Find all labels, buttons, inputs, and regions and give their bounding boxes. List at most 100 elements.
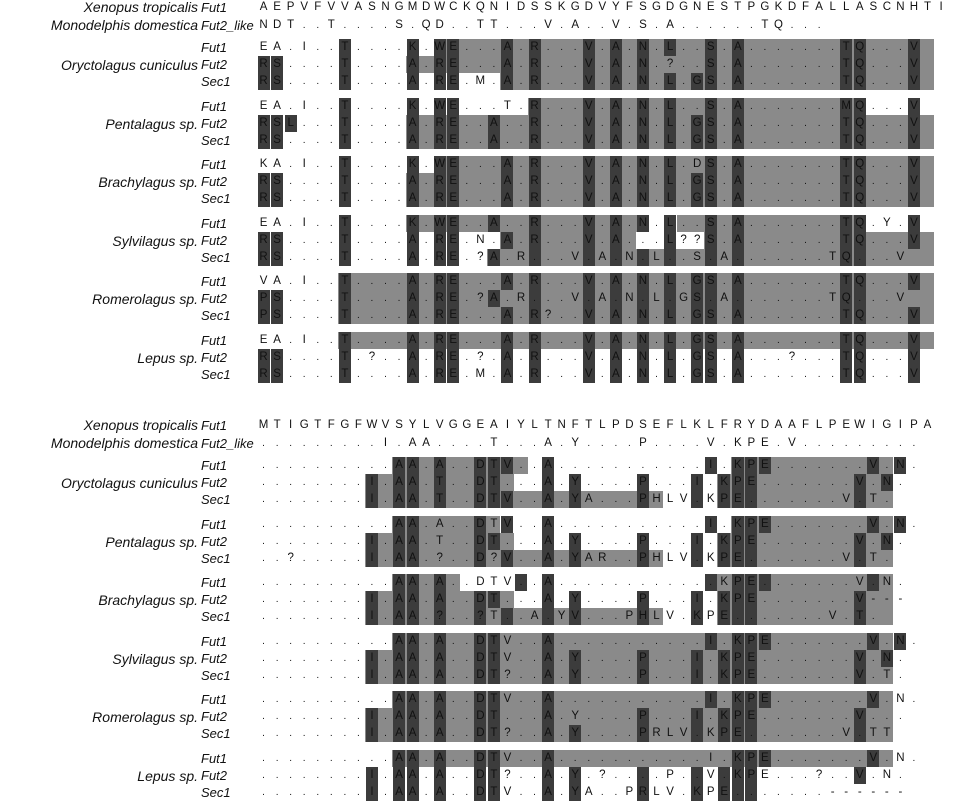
- residue-cell: .: [397, 293, 401, 305]
- residue-cell: .: [560, 251, 564, 263]
- gene-label: Sec1: [201, 609, 231, 625]
- residue-cell: .: [560, 76, 564, 88]
- residue-cell: .: [573, 334, 577, 346]
- residue-cell: Q: [773, 19, 783, 31]
- residue-cell: .: [316, 76, 320, 88]
- residue-cell: .: [573, 76, 577, 88]
- residue-cell: V: [867, 691, 880, 708]
- residue-cell: .: [777, 518, 780, 530]
- residue-cell: T: [338, 214, 351, 232]
- residue-cell: T: [487, 491, 500, 509]
- residue-cell: .: [844, 652, 848, 664]
- residue-cell: .: [397, 42, 401, 53]
- residue-cell: .: [546, 276, 550, 287]
- residue-cell: E: [652, 419, 661, 431]
- residue-cell: A: [433, 649, 446, 667]
- residue-cell: T: [883, 668, 891, 681]
- residue-cell: .: [560, 652, 564, 664]
- residue-cell: .: [682, 176, 685, 188]
- residue-cell: E: [758, 749, 771, 767]
- residue-cell: .: [709, 669, 713, 681]
- residue-cell: .: [636, 766, 649, 784]
- residue-cell: .: [804, 652, 807, 664]
- residue-cell: S: [704, 348, 717, 366]
- residue-cell: .: [831, 669, 835, 681]
- residue-cell: I: [302, 99, 306, 112]
- residue-cell: .: [682, 611, 685, 623]
- residue-cell: .: [492, 59, 496, 71]
- residue-cell: D: [584, 1, 593, 13]
- residue-cell: .: [528, 290, 541, 308]
- residue-cell: .: [519, 552, 523, 564]
- residue-cell: .: [560, 594, 564, 606]
- residue-cell: E: [259, 41, 268, 53]
- residue-cell: E: [731, 491, 744, 509]
- residue-cell: .: [682, 635, 685, 647]
- residue-cell: M: [258, 419, 269, 431]
- residue-cell: .: [519, 769, 523, 781]
- residue-cell: .: [492, 234, 496, 246]
- residue-cell: .: [343, 460, 347, 471]
- residue-cell: .: [302, 460, 306, 471]
- residue-cell: E: [259, 216, 268, 229]
- residue-cell: .: [600, 193, 604, 205]
- residue-cell: W: [854, 419, 866, 431]
- residue-cell: .: [357, 577, 360, 588]
- residue-cell: ?: [680, 233, 687, 246]
- residue-cell: .: [655, 159, 658, 170]
- residue-cell: V: [853, 474, 866, 492]
- residue-cell: .: [519, 176, 523, 188]
- residue-cell: Y: [569, 491, 582, 509]
- residue-cell: .: [763, 477, 767, 489]
- residue-cell: V: [666, 785, 674, 798]
- residue-cell: .: [302, 518, 306, 530]
- residue-cell: .: [465, 251, 469, 263]
- residue-cell: .: [614, 552, 618, 564]
- residue-cell: .: [357, 76, 360, 88]
- residue-cell: .: [628, 310, 631, 322]
- residue-cell: .: [357, 176, 360, 188]
- residue-cell: .: [519, 334, 523, 346]
- residue-cell: T: [487, 691, 500, 708]
- residue-cell: .: [817, 100, 821, 112]
- residue-cell: R: [433, 290, 446, 308]
- residue-cell: Y: [612, 1, 620, 13]
- residue-cell: T: [840, 39, 853, 56]
- residue-cell: C: [882, 1, 891, 13]
- residue-cell: .: [506, 293, 509, 305]
- residue-cell: K: [718, 474, 731, 492]
- residue-cell: ?: [544, 309, 552, 322]
- residue-cell: R: [528, 365, 541, 383]
- residue-cell: .: [804, 117, 807, 129]
- residue-cell: .: [289, 438, 293, 449]
- residue-cell: .: [668, 477, 672, 489]
- residue-cell: .: [885, 276, 889, 287]
- residue-cell: A: [542, 666, 555, 684]
- residue-cell: .: [302, 669, 306, 681]
- residue-cell: .: [289, 351, 293, 363]
- residue-cell: .: [614, 694, 618, 705]
- residue-cell: .: [478, 276, 482, 287]
- residue-cell: .: [885, 552, 889, 564]
- residue-cell: .: [560, 635, 564, 647]
- residue-cell: .: [858, 635, 862, 647]
- residue-cell: .: [655, 117, 658, 129]
- residue-cell: .: [384, 134, 387, 146]
- residue-cell: G: [691, 114, 704, 132]
- residue-cell: A: [408, 437, 417, 449]
- residue-cell: .: [600, 694, 604, 705]
- residue-cell: .: [424, 234, 428, 246]
- gene-label: Fut1: [201, 575, 228, 590]
- residue-cell: .: [749, 20, 753, 31]
- residue-cell: A: [487, 131, 500, 149]
- residue-cell: .: [790, 134, 794, 146]
- residue-cell: V: [503, 651, 512, 664]
- residue-cell: .: [831, 217, 835, 229]
- residue-cell: .: [451, 769, 455, 781]
- residue-cell: M: [475, 75, 486, 88]
- residue-cell: A: [720, 250, 729, 263]
- residue-cell: E: [447, 348, 460, 366]
- residue-cell: .: [316, 251, 320, 263]
- residue-cell: .: [831, 334, 835, 346]
- residue-cell: .: [262, 552, 265, 564]
